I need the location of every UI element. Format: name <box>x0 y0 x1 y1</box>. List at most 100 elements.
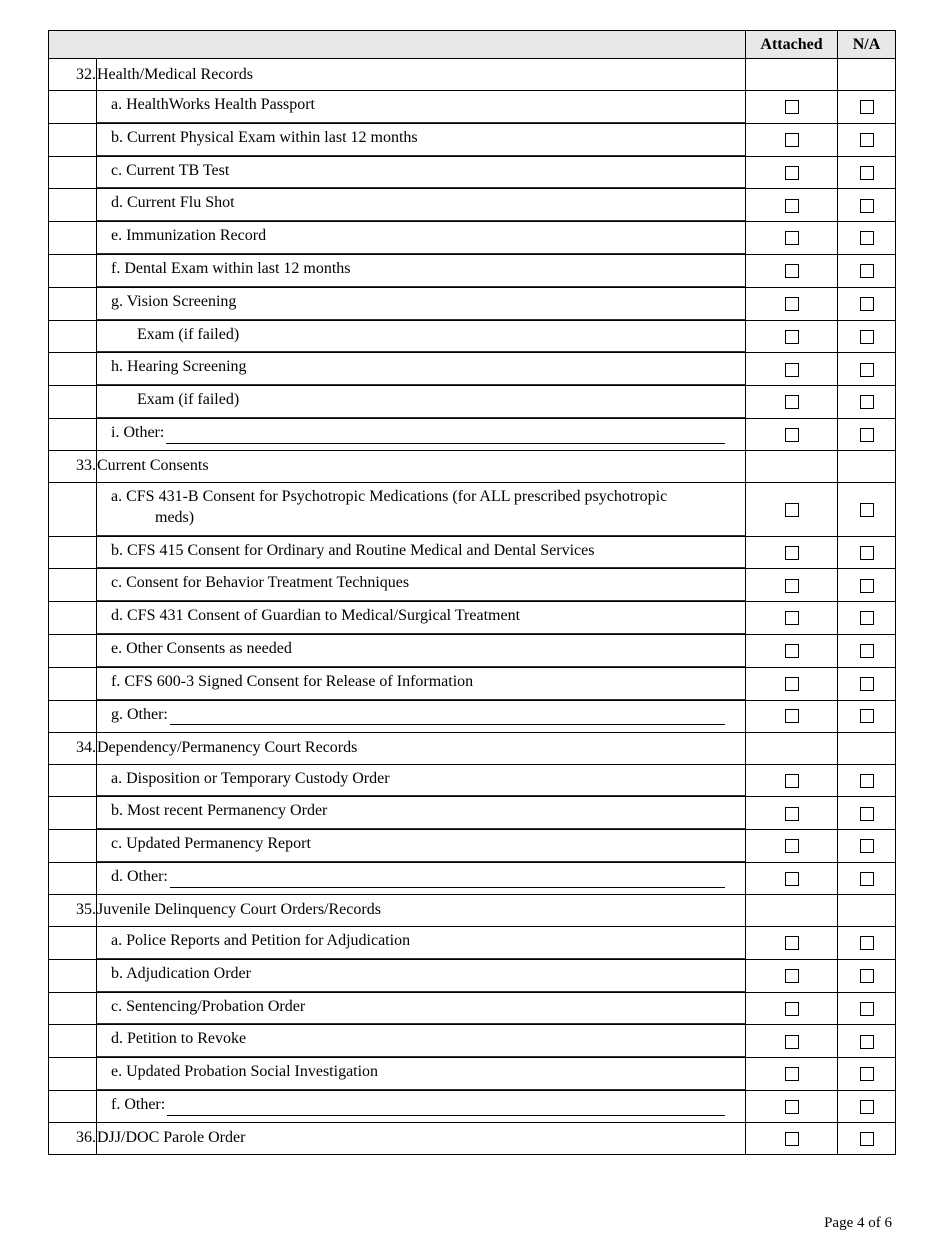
checkbox[interactable] <box>860 546 874 560</box>
page-footer: Page 4 of 6 <box>48 1155 896 1232</box>
checkbox[interactable] <box>860 644 874 658</box>
checklist-item: b. Current Physical Exam within last 12 … <box>97 124 745 156</box>
checkbox[interactable] <box>860 1067 874 1081</box>
checklist-item: e. Other Consents as needed <box>97 635 745 667</box>
other-input-line[interactable] <box>170 872 725 888</box>
checklist-item: d. Current Flu Shot <box>97 189 745 221</box>
checkbox[interactable] <box>860 363 874 377</box>
checkbox[interactable] <box>785 546 799 560</box>
checkbox[interactable] <box>860 503 874 517</box>
checklist-item: d. Other: <box>97 863 745 894</box>
checkbox[interactable] <box>785 774 799 788</box>
checkbox[interactable] <box>860 611 874 625</box>
checklist-item: Exam (if failed) <box>97 321 745 353</box>
checkbox[interactable] <box>785 807 799 821</box>
checklist-item: a. CFS 431-B Consent for Psychotropic Me… <box>97 483 745 536</box>
header-na: N/A <box>838 31 896 59</box>
checkbox[interactable] <box>785 1002 799 1016</box>
checkbox[interactable] <box>785 677 799 691</box>
checkbox[interactable] <box>785 1067 799 1081</box>
checkbox[interactable] <box>860 839 874 853</box>
checkbox[interactable] <box>860 1100 874 1114</box>
checklist-item: e. Immunization Record <box>97 222 745 254</box>
checkbox[interactable] <box>860 1035 874 1049</box>
checkbox[interactable] <box>860 264 874 278</box>
checkbox[interactable] <box>785 297 799 311</box>
checkbox[interactable] <box>785 199 799 213</box>
checkbox[interactable] <box>860 677 874 691</box>
checklist-item: b. Adjudication Order <box>97 960 745 992</box>
other-label: i. Other: <box>111 423 164 444</box>
checklist-item: a. Police Reports and Petition for Adjud… <box>97 927 745 959</box>
checkbox[interactable] <box>860 969 874 983</box>
checkbox[interactable] <box>860 297 874 311</box>
checkbox[interactable] <box>860 428 874 442</box>
checkbox[interactable] <box>860 231 874 245</box>
checkbox[interactable] <box>785 936 799 950</box>
checklist-item: h. Hearing Screening <box>97 353 745 385</box>
checklist-item: c. Updated Permanency Report <box>97 830 745 862</box>
checklist-item: f. Dental Exam within last 12 months <box>97 255 745 287</box>
checklist-item: c. Consent for Behavior Treatment Techni… <box>97 569 745 601</box>
other-label: g. Other: <box>111 705 168 726</box>
checkbox[interactable] <box>785 1100 799 1114</box>
checkbox[interactable] <box>785 611 799 625</box>
checkbox[interactable] <box>860 100 874 114</box>
checkbox[interactable] <box>785 428 799 442</box>
checkbox[interactable] <box>860 1002 874 1016</box>
checkbox[interactable] <box>860 330 874 344</box>
checklist-item: c. Sentencing/Probation Order <box>97 993 745 1025</box>
checklist-item: i. Other: <box>97 419 745 450</box>
checkbox[interactable] <box>785 1132 799 1146</box>
checkbox[interactable] <box>860 936 874 950</box>
checkbox[interactable] <box>785 579 799 593</box>
checkbox[interactable] <box>860 133 874 147</box>
checkbox[interactable] <box>785 839 799 853</box>
section-number: 36. <box>49 1122 97 1154</box>
checklist-item: c. Current TB Test <box>97 157 745 189</box>
checkbox[interactable] <box>860 199 874 213</box>
section-title: Dependency/Permanency Court Records <box>97 732 746 764</box>
section-title: Current Consents <box>97 450 746 482</box>
checklist-item: e. Updated Probation Social Investigatio… <box>97 1058 745 1090</box>
checkbox[interactable] <box>860 709 874 723</box>
checklist-item: b. CFS 415 Consent for Ordinary and Rout… <box>97 537 745 569</box>
checkbox[interactable] <box>785 264 799 278</box>
checkbox[interactable] <box>785 363 799 377</box>
other-input-line[interactable] <box>167 1100 725 1116</box>
checklist-item: f. Other: <box>97 1091 745 1122</box>
checkbox[interactable] <box>785 100 799 114</box>
checklist-table: AttachedN/A32.Health/Medical Recordsa. H… <box>48 30 896 1155</box>
section-number: 35. <box>49 894 97 926</box>
checkbox[interactable] <box>860 579 874 593</box>
checkbox[interactable] <box>860 774 874 788</box>
checkbox[interactable] <box>785 166 799 180</box>
checkbox[interactable] <box>860 395 874 409</box>
checkbox[interactable] <box>785 395 799 409</box>
checklist-item: d. CFS 431 Consent of Guardian to Medica… <box>97 602 745 634</box>
checklist-item: g. Other: <box>97 701 745 732</box>
checklist-item: a. Disposition or Temporary Custody Orde… <box>97 765 745 797</box>
other-input-line[interactable] <box>166 428 725 444</box>
other-input-line[interactable] <box>170 709 725 725</box>
checkbox[interactable] <box>860 166 874 180</box>
checklist-item: Exam (if failed) <box>97 386 745 418</box>
checkbox[interactable] <box>785 1035 799 1049</box>
checkbox[interactable] <box>785 969 799 983</box>
checkbox[interactable] <box>860 807 874 821</box>
other-label: d. Other: <box>111 867 168 888</box>
checkbox[interactable] <box>860 872 874 886</box>
checkbox[interactable] <box>785 330 799 344</box>
checkbox[interactable] <box>785 133 799 147</box>
checkbox[interactable] <box>785 644 799 658</box>
checklist-item: g. Vision Screening <box>97 288 745 320</box>
checkbox[interactable] <box>860 1132 874 1146</box>
section-number: 33. <box>49 450 97 482</box>
header-attached: Attached <box>746 31 838 59</box>
other-label: f. Other: <box>111 1095 165 1116</box>
checkbox[interactable] <box>785 709 799 723</box>
checkbox[interactable] <box>785 231 799 245</box>
checkbox[interactable] <box>785 503 799 517</box>
section-title: Juvenile Delinquency Court Orders/Record… <box>97 894 746 926</box>
checkbox[interactable] <box>785 872 799 886</box>
